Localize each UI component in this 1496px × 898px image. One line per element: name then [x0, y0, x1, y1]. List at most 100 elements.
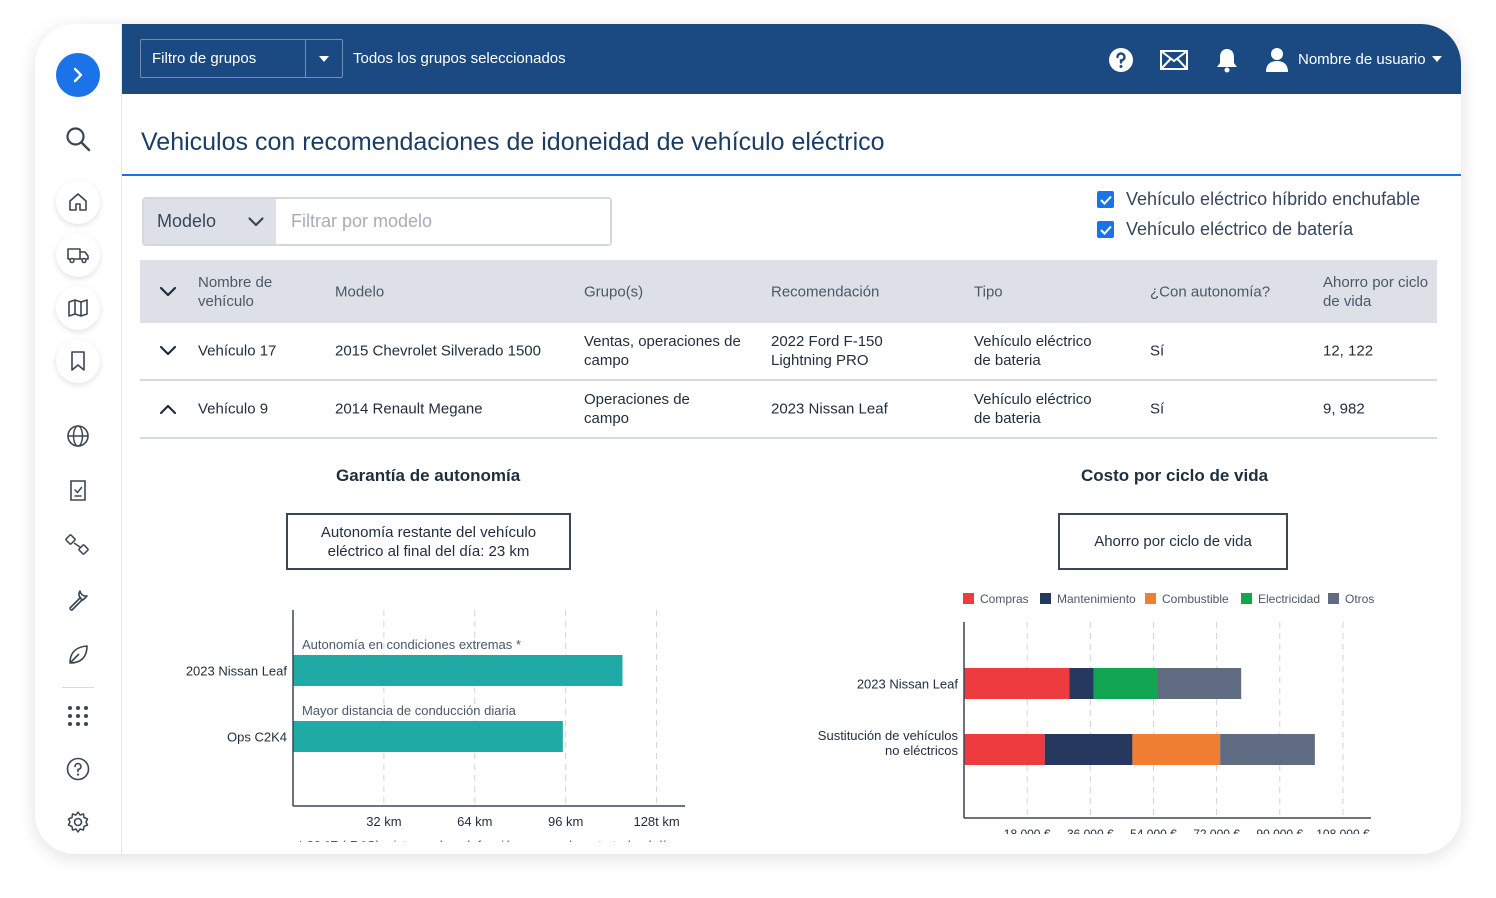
- col-header-range[interactable]: ¿Con autonomía?: [1150, 283, 1271, 300]
- range-chart: 32 km 64 km 96 km 128t km Autonomía en condi…: [186, 610, 685, 842]
- col-header-model[interactable]: Modelo: [335, 283, 385, 300]
- globe-icon: [67, 425, 89, 447]
- cost-legend-swatch: [1241, 593, 1252, 604]
- cost-x-tick-label: 18.000 €: [1004, 827, 1051, 834]
- collapse-row-chevron-icon[interactable]: [159, 403, 177, 415]
- user-avatar[interactable]: [1263, 46, 1291, 74]
- cost-legend-label: Combustible: [1162, 592, 1229, 606]
- range-bar-label: Autonomía en condiciones extremas *: [302, 637, 521, 652]
- vehicles-button[interactable]: [56, 233, 100, 277]
- cost-chart-title: Costo por ciclo de vida: [1081, 466, 1269, 485]
- grid-dots-icon: [68, 706, 88, 726]
- model-select-label: Modelo: [157, 211, 217, 231]
- col-header-name[interactable]: Nombre de vehículo: [198, 273, 273, 310]
- range-x-tick-label: 32 km: [366, 814, 401, 829]
- cell-groups: Operaciones de campo: [584, 391, 690, 427]
- group-filter-toggle[interactable]: [305, 40, 342, 77]
- sidebar-divider: [62, 687, 94, 688]
- tasks-button[interactable]: [56, 468, 100, 512]
- help-top-button[interactable]: [1107, 46, 1135, 74]
- bell-icon: [1217, 49, 1237, 73]
- model-select[interactable]: Modelo: [144, 199, 276, 244]
- apps-button[interactable]: [56, 694, 100, 738]
- mail-icon: [1160, 50, 1188, 70]
- page-title: Vehiculos con recomendaciones de idoneid…: [141, 128, 885, 156]
- messages-button[interactable]: [1160, 46, 1188, 74]
- col-header-savings[interactable]: Ahorro por ciclo de vida: [1323, 273, 1429, 310]
- cost-bar-segment: [1044, 734, 1133, 765]
- chevron-down-icon: [248, 216, 264, 226]
- col-header-groups[interactable]: Grupo(s): [584, 283, 644, 300]
- range-x-tick-label: 96 km: [548, 814, 583, 829]
- map-icon: [68, 299, 88, 317]
- range-category-label: 2023 Nissan Leaf: [186, 664, 288, 679]
- maintenance-button[interactable]: [56, 578, 100, 622]
- cell-savings: 12, 122: [1323, 342, 1374, 360]
- cell-savings: 9, 982: [1323, 400, 1365, 418]
- phev-checkbox-row[interactable]: Vehículo eléctrico híbrido enchufable: [1097, 189, 1420, 210]
- table-row[interactable]: Vehículo 17 2015 Chevrolet Silverado 150…: [140, 323, 1437, 381]
- user-icon: [1266, 48, 1288, 72]
- cost-bar-segment: [1132, 734, 1221, 765]
- bev-checkbox-label: Vehículo eléctrico de batería: [1126, 219, 1354, 239]
- cell-vehicle-name: Vehículo 9: [198, 400, 269, 418]
- user-menu-caret-icon[interactable]: [1432, 56, 1442, 62]
- search-button[interactable]: [56, 117, 100, 161]
- table-row[interactable]: Vehículo 9 2014 Renault Megane Operacion…: [140, 381, 1437, 439]
- top-navigation-bar: Filtro de grupos Todos los grupos selecc…: [122, 24, 1461, 94]
- cost-x-tick-label: 54.000 €: [1130, 827, 1177, 834]
- cost-bar-segment: [1156, 668, 1242, 699]
- group-selection-text: Todos los grupos seleccionados: [353, 50, 566, 67]
- group-filter-dropdown[interactable]: Filtro de grupos: [140, 39, 343, 78]
- help-circle-icon: [66, 757, 90, 781]
- caret-down-icon: [319, 55, 329, 62]
- bookmark-button[interactable]: [56, 339, 100, 383]
- cell-range: Sí: [1150, 400, 1165, 418]
- range-bar: [293, 655, 623, 686]
- title-divider: [122, 174, 1461, 176]
- clipboard-check-icon: [70, 480, 86, 501]
- cost-legend-label: Electricidad: [1258, 592, 1320, 606]
- settings-button[interactable]: [56, 800, 100, 844]
- group-filter-label: Filtro de grupos: [152, 50, 257, 67]
- integrations-button[interactable]: [56, 523, 100, 567]
- user-name[interactable]: Nombre de usuario: [1298, 51, 1426, 68]
- cell-groups: Ventas, operaciones de campo: [584, 333, 741, 369]
- table-header: Nombre de vehículo Modelo Grupo(s) Recom…: [140, 260, 1437, 323]
- collapse-all-chevron-icon[interactable]: [159, 286, 177, 298]
- leaf-icon: [69, 645, 88, 664]
- map-button[interactable]: [56, 286, 100, 330]
- home-button[interactable]: [56, 180, 100, 224]
- range-x-tick-label: 64 km: [457, 814, 492, 829]
- cost-legend-swatch: [963, 593, 974, 604]
- lifecycle-savings-box: Ahorro por ciclo de vida: [1058, 513, 1288, 570]
- cost-category-label: Sustitución de vehículos: [818, 728, 959, 743]
- gear-icon: [67, 811, 89, 833]
- check-icon: [1099, 195, 1112, 205]
- expand-row-chevron-icon[interactable]: [159, 345, 177, 357]
- model-filter-input[interactable]: [276, 199, 610, 244]
- cost-legend-label: Compras: [980, 592, 1029, 606]
- cell-recommendation: 2023 Nissan Leaf: [771, 400, 888, 418]
- bev-checkbox[interactable]: [1097, 221, 1114, 238]
- help-button[interactable]: [56, 747, 100, 791]
- cell-recommendation: 2022 Ford F-150 Lightning PRO: [771, 333, 883, 369]
- col-header-recommendation[interactable]: Recomendación: [771, 283, 880, 300]
- vehicles-table: Nombre de vehículo Modelo Grupo(s) Recom…: [140, 260, 1437, 439]
- sustainability-button[interactable]: [56, 633, 100, 677]
- globe-button[interactable]: [56, 414, 100, 458]
- cost-chart: 18.000 € 36.000 € 54.000 € 72.000 € 90.000 €…: [818, 592, 1375, 834]
- cost-category-label: no eléctricos: [885, 743, 958, 758]
- bev-checkbox-row[interactable]: Vehículo eléctrico de batería: [1097, 219, 1353, 240]
- notifications-button[interactable]: [1213, 46, 1241, 74]
- expand-sidebar-button[interactable]: [56, 53, 100, 97]
- sidebar: [35, 24, 122, 854]
- range-category-label: Ops C2K4: [227, 730, 287, 745]
- bookmark-icon: [71, 351, 85, 371]
- cost-legend-swatch: [1040, 593, 1051, 604]
- col-header-type[interactable]: Tipo: [974, 283, 1003, 300]
- phev-checkbox[interactable]: [1097, 191, 1114, 208]
- help-icon: [1109, 48, 1133, 72]
- phev-checkbox-label: Vehículo eléctrico híbrido enchufable: [1126, 189, 1421, 209]
- cell-model: 2015 Chevrolet Silverado 1500: [335, 342, 541, 360]
